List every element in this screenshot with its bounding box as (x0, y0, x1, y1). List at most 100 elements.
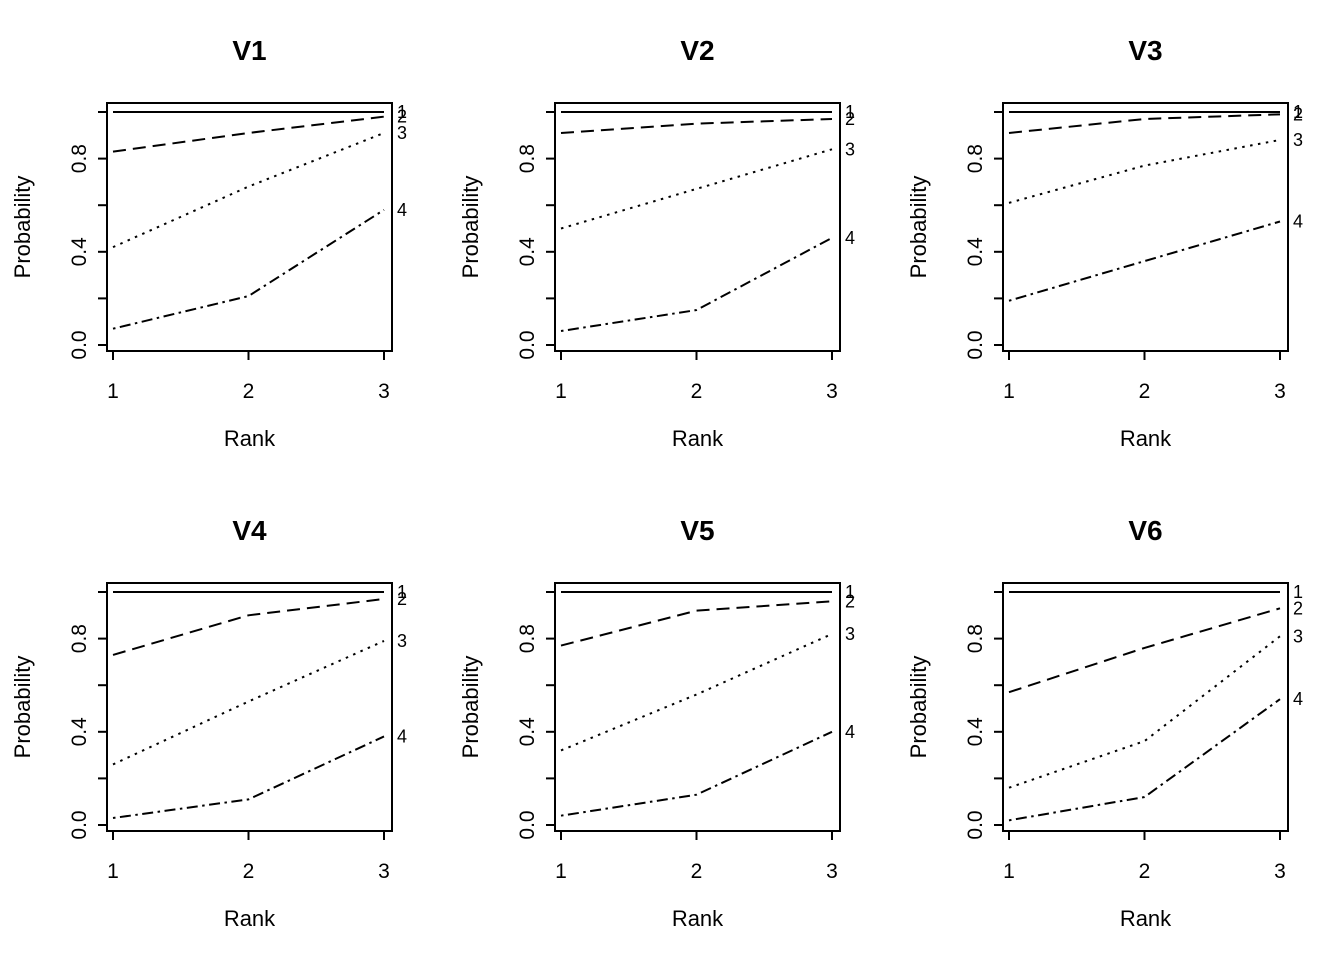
x-tick-label: 3 (378, 860, 390, 883)
y-axis-label: Probability (458, 176, 483, 279)
y-tick-label: 0.4 (68, 717, 91, 747)
x-axis-label: Rank (1120, 426, 1172, 451)
series-end-label: 1 (397, 102, 407, 122)
y-tick-label: 0.0 (964, 810, 987, 839)
series-line-2-dashed (1008, 607, 1281, 694)
series-end-label: 4 (397, 726, 407, 746)
series-end-label: 2 (1293, 598, 1303, 618)
x-tick-label: 1 (107, 380, 119, 403)
series-end-label: 3 (845, 624, 855, 644)
y-tick-label: 0.4 (964, 237, 987, 267)
series-end-label: 2 (397, 589, 407, 609)
series-end-label: 4 (845, 722, 855, 742)
series-end-label: 1 (397, 582, 407, 602)
series-line-3-dotted (112, 132, 385, 249)
y-tick-label: 0.0 (516, 330, 539, 359)
y-tick-label: 0.0 (516, 810, 539, 839)
plot-box (554, 582, 841, 832)
y-axis-label: Probability (906, 176, 931, 279)
y-tick-label: 0.0 (964, 330, 987, 359)
series-line-3-dotted (560, 148, 833, 230)
x-axis-label: Rank (224, 426, 276, 451)
series-line-4-dashdot (112, 209, 385, 330)
y-tick-label: 0.8 (516, 144, 539, 173)
chart-panel-v3: V3 0.0 0.4 0.8 1 2 3 Rank Probability 1 2 3 4 (896, 0, 1344, 480)
x-tick-label: 1 (555, 860, 567, 883)
x-axis-label: Rank (672, 426, 724, 451)
series-line-2-dashed (560, 117, 833, 134)
x-tick-label: 1 (1003, 860, 1015, 883)
series-line-4-dashdot (112, 735, 385, 820)
x-tick-label: 1 (555, 380, 567, 403)
series-line-3-dotted (1008, 138, 1281, 204)
plot-box (106, 102, 393, 352)
series-end-label: 3 (1293, 626, 1303, 646)
x-tick-label: 3 (378, 380, 390, 403)
y-tick-label: 0.8 (516, 624, 539, 653)
panel-title: V5 (680, 515, 714, 546)
x-axis-label: Rank (1120, 906, 1172, 931)
panel-title: V2 (680, 35, 714, 66)
series-end-label: 4 (397, 200, 407, 220)
x-tick-label: 1 (107, 860, 119, 883)
panel-title: V3 (1128, 35, 1162, 66)
series-end-label: 4 (1293, 212, 1303, 232)
chart-panel-v1: V1 0.0 0.4 0.8 1 2 3 Rank Probability 1 2 3 4 (0, 0, 448, 480)
plot-box (554, 102, 841, 352)
x-tick-label: 2 (243, 860, 255, 883)
series-end-label: 2 (1293, 104, 1303, 124)
chart-panel-v5: V5 0.0 0.4 0.8 1 2 3 Rank Probability 1 2 3 4 (448, 480, 896, 960)
panel-title: V1 (232, 35, 266, 66)
y-tick-label: 0.0 (68, 330, 91, 359)
series-end-label: 1 (845, 102, 855, 122)
x-tick-label: 2 (691, 380, 703, 403)
series-end-label: 3 (1293, 130, 1303, 150)
y-tick-label: 0.4 (516, 717, 539, 747)
series-line-2-dashed (1008, 113, 1281, 134)
y-axis-label: Probability (458, 656, 483, 759)
y-tick-label: 0.8 (964, 144, 987, 173)
series-end-label: 3 (397, 631, 407, 651)
panel-title: V4 (232, 515, 267, 546)
panel-title: V6 (1128, 515, 1162, 546)
x-axis-label: Rank (224, 906, 276, 931)
y-tick-label: 0.8 (68, 144, 91, 173)
series-end-label: 3 (845, 139, 855, 159)
chart-panel-v2: V2 0.0 0.4 0.8 1 2 3 Rank Probability 1 2 3 4 (448, 0, 896, 480)
y-axis-label: Probability (10, 656, 35, 759)
x-tick-label: 1 (1003, 380, 1015, 403)
x-tick-label: 2 (691, 860, 703, 883)
y-tick-label: 0.4 (964, 717, 987, 747)
chart-panel-v4: V4 0.0 0.4 0.8 1 2 3 Rank Probability 1 2 3 4 (0, 480, 448, 960)
series-line-2-dashed (560, 600, 833, 647)
series-end-label: 4 (845, 228, 855, 248)
x-tick-label: 3 (826, 860, 838, 883)
series-line-4-dashdot (1008, 698, 1281, 822)
series-line-2-dashed (112, 597, 385, 656)
series-line-3-dotted (1008, 635, 1281, 789)
plot-box (106, 582, 393, 832)
series-line-4-dashdot (560, 730, 833, 817)
series-line-4-dashdot (560, 236, 833, 333)
y-tick-label: 0.8 (964, 624, 987, 653)
series-end-label: 2 (845, 591, 855, 611)
series-line-3-dotted (560, 633, 833, 752)
series-end-label: 4 (1293, 689, 1303, 709)
plot-box (1002, 582, 1289, 832)
x-tick-label: 3 (1274, 860, 1286, 883)
y-axis-label: Probability (10, 176, 35, 279)
x-axis-label: Rank (672, 906, 724, 931)
x-tick-label: 2 (243, 380, 255, 403)
series-end-label: 1 (1293, 102, 1303, 122)
series-line-2-dashed (112, 115, 385, 153)
y-tick-label: 0.4 (516, 237, 539, 267)
x-tick-label: 3 (1274, 380, 1286, 403)
plot-box (1002, 102, 1289, 352)
x-tick-label: 3 (826, 380, 838, 403)
